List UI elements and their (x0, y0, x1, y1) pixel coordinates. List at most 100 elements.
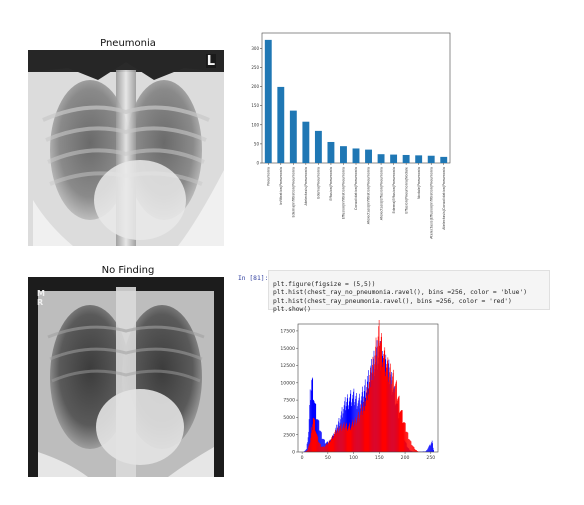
hist-bar (312, 424, 314, 452)
hist-bar (408, 439, 410, 452)
hist-bar (322, 446, 323, 452)
hist-bar (396, 400, 398, 452)
hist-bar (320, 431, 322, 452)
bar (415, 155, 423, 163)
hist-bar (319, 430, 321, 452)
hist-bar (426, 450, 427, 452)
y-tick-label: 15000 (280, 346, 295, 352)
hist-bar (385, 371, 387, 452)
hist-bar (430, 444, 431, 452)
x-tick-label: Pneumonia (266, 167, 270, 186)
x-tick-label: 150 (375, 455, 384, 461)
hist-bar (404, 422, 406, 452)
y-tick-label: 10000 (280, 380, 295, 386)
hist-bar (332, 439, 334, 452)
hist-bar (320, 430, 321, 452)
histogram-bars (303, 314, 434, 452)
hist-bar (395, 383, 396, 452)
hist-bar (314, 430, 316, 452)
hist-bar (311, 378, 313, 452)
hist-bar (406, 431, 408, 452)
hist-bar (392, 376, 393, 452)
y-tick-label: 7500 (283, 398, 295, 404)
hist-bar (397, 398, 398, 452)
hist-bar (310, 400, 311, 452)
bar (277, 86, 285, 163)
bar (340, 146, 347, 163)
hist-bar (381, 333, 382, 452)
x-tick-label: Effusion|Pneumonia|Nodule (404, 167, 408, 214)
hist-bar (414, 449, 416, 452)
hist-bar (366, 390, 368, 452)
hist-bar (309, 442, 311, 452)
hist-bar (376, 356, 378, 452)
hist-bar (376, 365, 377, 452)
hist-bar (333, 435, 335, 452)
hist-bar (330, 438, 332, 452)
bar (402, 154, 410, 163)
x-tick-label: Atelectasis|Pneumonia (304, 167, 308, 206)
code-line: plt.hist(chest_ray_no_pneumonia.ravel(),… (273, 289, 528, 297)
hist-bar (344, 397, 346, 452)
hist-bar (328, 440, 330, 452)
hist-bar (423, 451, 425, 452)
hist-bar (397, 397, 399, 452)
hist-bar (342, 427, 343, 452)
hist-bar (406, 431, 407, 452)
hist-bar (321, 446, 322, 452)
hist-bar (408, 438, 409, 452)
hist-bar (320, 444, 321, 452)
hist-bar (318, 441, 319, 452)
hist-bar (308, 419, 310, 452)
hist-bar (352, 421, 353, 452)
hist-bar (362, 406, 364, 452)
hist-bar (347, 427, 349, 452)
hist-bar (382, 362, 384, 452)
hist-bar (306, 450, 308, 452)
hist-bar (394, 385, 396, 452)
y-tick-label: 50 (254, 141, 260, 146)
x-tick-label: Nodule|Pneumonia (417, 167, 421, 199)
hist-bar (313, 418, 315, 452)
y-tick-label: 5000 (283, 415, 295, 421)
hist-bar (410, 440, 411, 452)
xray-title-no-finding: No Finding (101, 265, 155, 276)
hist-bar (395, 381, 397, 452)
x-tick-label: 100 (349, 455, 358, 461)
hist-bar (349, 430, 351, 452)
hist-bar (358, 411, 359, 452)
hist-bar (391, 384, 392, 452)
hist-bar (311, 430, 313, 452)
hist-bar (342, 425, 344, 452)
hist-bar (321, 438, 323, 452)
hist-bar (323, 447, 325, 452)
series-red (305, 314, 421, 452)
x-tick-label: Effusion|Infiltration|Pneumonia (342, 167, 346, 219)
hist-bar (324, 446, 325, 452)
hist-bar (387, 357, 389, 452)
hist-bar (369, 382, 370, 452)
code-line: plt.figure(figsize = (5,5)) (273, 281, 376, 289)
code-cell[interactable]: plt.figure(figsize = (5,5)) plt.hist(ches… (268, 270, 550, 313)
hist-bar (320, 446, 322, 452)
hist-bar (410, 441, 412, 452)
hist-bar (369, 375, 371, 452)
hist-bar (425, 451, 426, 452)
hist-bar (428, 446, 430, 452)
hist-bar (339, 427, 341, 452)
hist-bar (348, 426, 350, 452)
hist-bar (314, 419, 316, 452)
hist-bar (325, 444, 327, 452)
hist-bar (412, 445, 413, 452)
hist-bar (331, 435, 333, 452)
hist-bar (322, 438, 323, 452)
hist-bar (329, 442, 330, 452)
hist-bar (308, 443, 310, 452)
hist-bar (392, 373, 394, 452)
hist-bar (405, 423, 406, 452)
hist-bar (329, 441, 331, 452)
hist-bar (319, 430, 320, 452)
hist-bar (433, 450, 434, 452)
hist-bar (318, 419, 319, 452)
hist-bar (335, 429, 336, 452)
